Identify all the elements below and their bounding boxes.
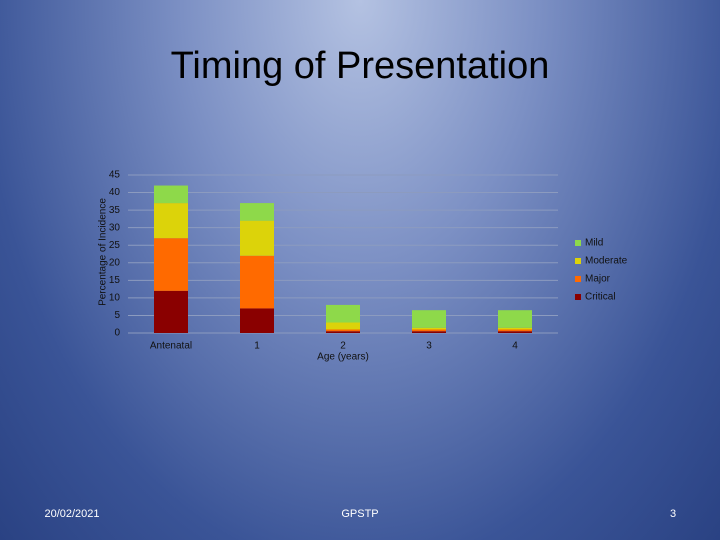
x-axis-label: Age (years) (317, 352, 369, 363)
bar-segment (240, 308, 274, 333)
y-tick-label: 30 (109, 222, 121, 233)
y-tick-label: 5 (114, 310, 120, 321)
bar-segment (326, 322, 360, 330)
bar-segment (412, 310, 446, 328)
y-tick-label: 40 (109, 187, 121, 198)
bar-segment (240, 255, 274, 309)
y-tick-label: 35 (109, 205, 121, 216)
legend-swatch (575, 276, 581, 282)
bar-segment (498, 310, 532, 328)
bar-segment (154, 238, 188, 291)
bar-segment (154, 290, 188, 333)
bar-segment (154, 203, 188, 239)
bar-segment (240, 203, 274, 221)
x-tick-label: 3 (426, 341, 432, 352)
bar-segment (412, 331, 446, 333)
legend-label: Mild (585, 238, 603, 249)
bar-segment (240, 220, 274, 256)
legend-label: Critical (585, 292, 616, 303)
bar-segment (326, 331, 360, 333)
legend-label: Moderate (585, 256, 628, 267)
chart-title: Timing of Presentation (171, 45, 550, 87)
y-tick-label: 25 (109, 240, 121, 251)
y-tick-label: 15 (109, 275, 121, 286)
legend-swatch (575, 258, 581, 264)
bar-segment (326, 304, 360, 323)
legend-swatch (575, 294, 581, 300)
x-tick-label: 2 (340, 341, 346, 352)
y-tick-label: 20 (109, 257, 121, 268)
bar-segment (326, 329, 360, 332)
legend-swatch (575, 240, 581, 246)
bar-segment (498, 329, 532, 332)
bar-segment (412, 329, 446, 332)
y-tick-label: 45 (109, 170, 121, 181)
y-tick-label: 10 (109, 293, 121, 304)
y-tick-label: 0 (114, 328, 120, 339)
bar-segment (154, 185, 188, 204)
bar-segment (498, 327, 532, 330)
x-tick-label: 4 (512, 341, 518, 352)
footer-date: 20/02/2021 (44, 508, 99, 520)
bar-segment (498, 331, 532, 333)
x-tick-label: Antenatal (150, 341, 192, 352)
legend-label: Major (585, 274, 611, 285)
y-axis-label: Percentage of Incidence (98, 198, 109, 306)
page-number: 3 (670, 508, 676, 520)
x-tick-label: 1 (254, 341, 260, 352)
footer-center: GPSTP (341, 508, 378, 520)
bar-segment (412, 327, 446, 330)
